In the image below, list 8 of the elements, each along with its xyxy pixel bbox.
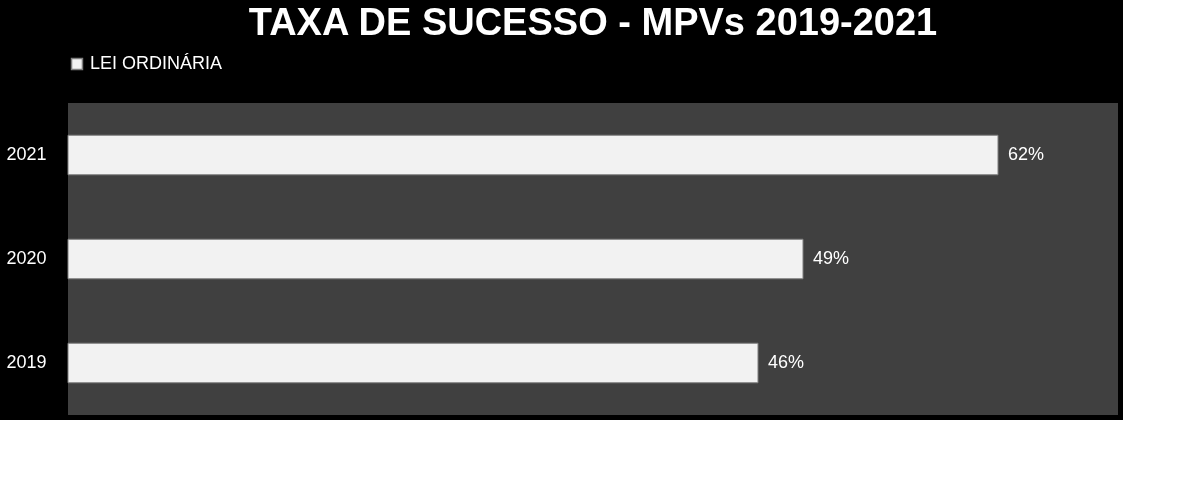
data-label: 46% — [768, 352, 805, 372]
legend-label: LEI ORDINÁRIA — [90, 53, 223, 73]
data-label: 49% — [813, 248, 850, 268]
chart-title: TAXA DE SUCESSO - MPVs 2019-2021 — [248, 1, 938, 43]
data-label: 62% — [1008, 144, 1045, 164]
y-tick-label: 2019 — [6, 352, 47, 372]
y-tick-label: 2020 — [6, 248, 47, 268]
y-tick-label: 2021 — [6, 144, 47, 164]
